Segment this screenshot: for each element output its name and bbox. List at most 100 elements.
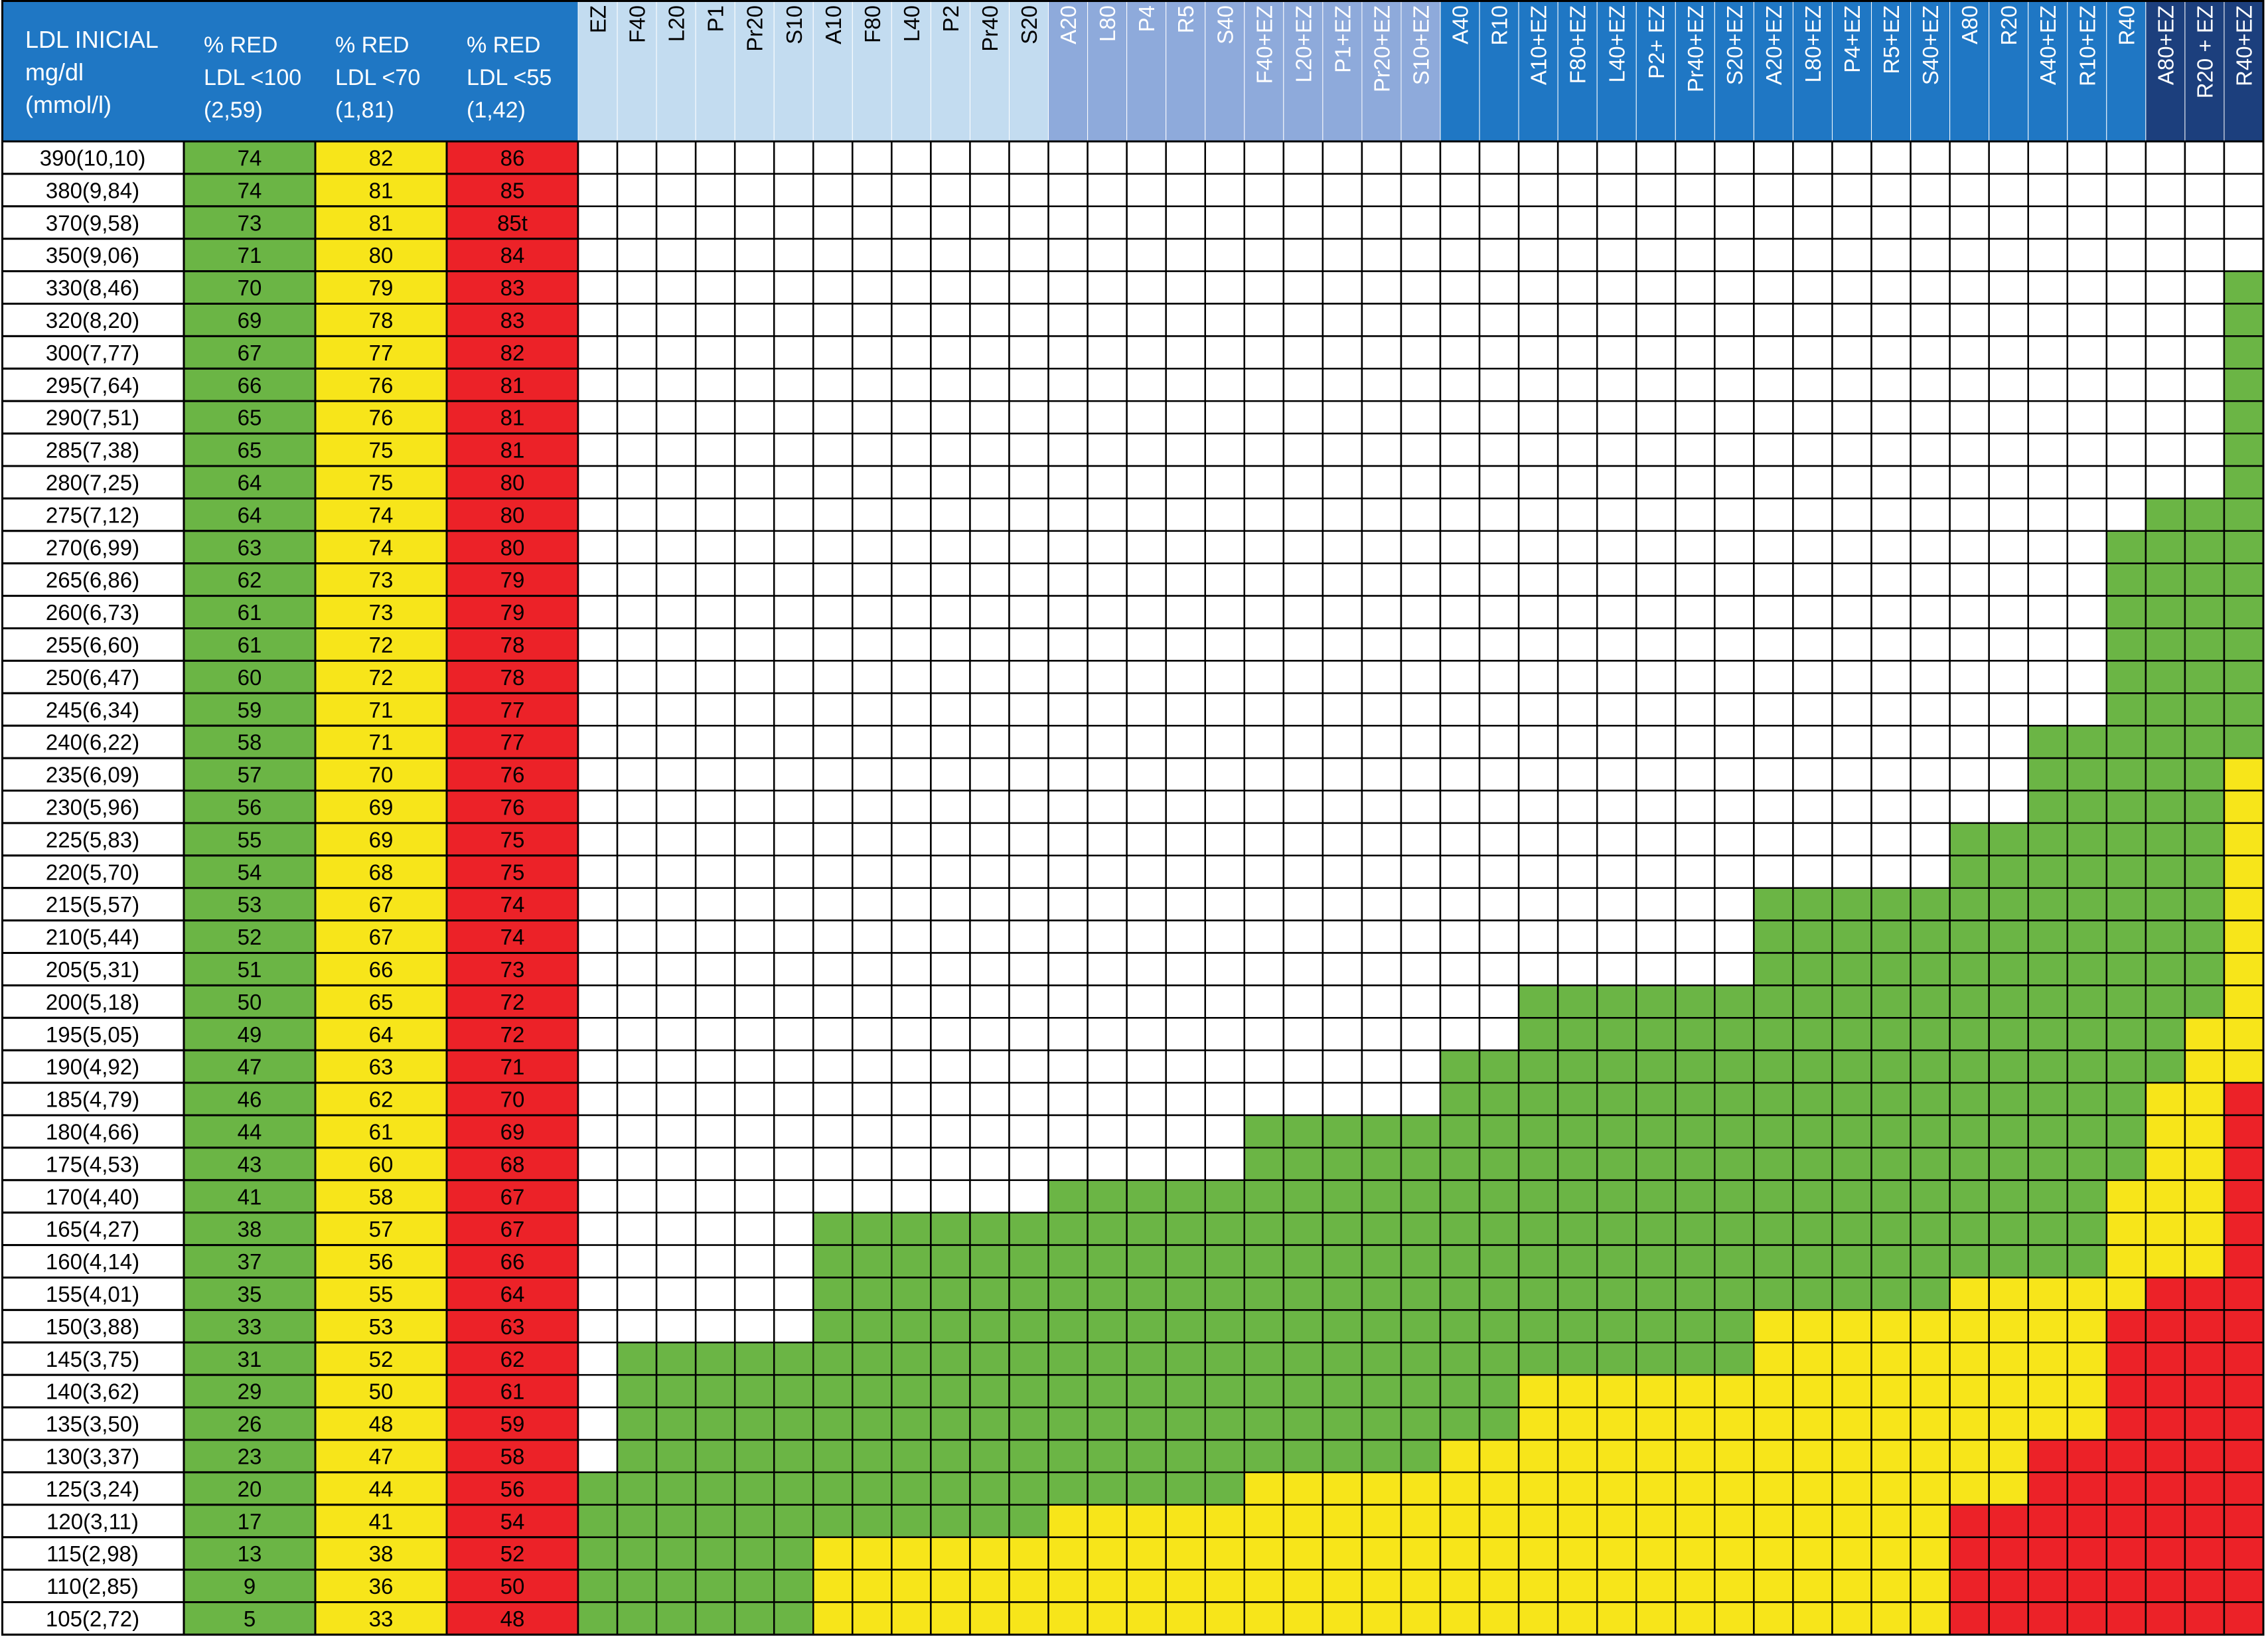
- grid-cell: [1439, 919, 1481, 954]
- grid-cell: [1478, 1601, 1520, 1636]
- grid-cell: [969, 1017, 1010, 1052]
- grid-cell: [1753, 789, 1794, 824]
- grid-cell: [930, 1373, 971, 1409]
- grid-cell: [616, 1471, 658, 1506]
- grid-cell: [1478, 952, 1520, 986]
- treatment-label-6: A10: [821, 5, 846, 44]
- grid-cell: [1282, 1309, 1324, 1344]
- treatment-label-4: Pr20: [743, 5, 767, 52]
- grid-cell: [1282, 1536, 1324, 1571]
- grid-cell: [1675, 919, 1716, 954]
- grid-cell: [1517, 173, 1559, 208]
- grid-cell: [2105, 497, 2147, 532]
- grid-cell: [1556, 627, 1598, 662]
- grid-cell: [694, 562, 736, 597]
- grid-cell: [1910, 952, 1951, 986]
- grid-cell: [969, 1504, 1010, 1538]
- ldl-cell: [1, 627, 185, 662]
- grid-cell: [969, 984, 1010, 1019]
- grid-cell: [1047, 173, 1089, 208]
- grid-cell: [655, 724, 697, 759]
- grid-cell: [616, 1049, 658, 1084]
- grid-cell: [1047, 1504, 1089, 1538]
- grid-cell: [655, 1146, 697, 1182]
- grid-cell: [1400, 1471, 1442, 1506]
- grid-cell: [2066, 1277, 2108, 1311]
- grid-cell: [1675, 1536, 1716, 1571]
- grid-cell: [1243, 1179, 1285, 1213]
- grid-cell: [2223, 1017, 2265, 1052]
- grid-cell: [1047, 1244, 1089, 1279]
- grid-cell: [2105, 270, 2147, 305]
- grid-cell: [852, 368, 893, 402]
- red100-value: 33: [238, 1314, 262, 1339]
- grid-cell: [616, 1146, 658, 1182]
- grid-cell: [2223, 789, 2265, 824]
- red70-value: 71: [369, 698, 394, 722]
- grid-cell: [2027, 724, 2069, 759]
- grid-cell: [1910, 1373, 1951, 1409]
- grid-cell: [1478, 1244, 1520, 1279]
- grid-cell: [1831, 692, 1872, 727]
- grid-cell: [2105, 1114, 2147, 1149]
- red70-value: 76: [369, 373, 394, 398]
- grid-cell: [1439, 724, 1481, 759]
- red55-value: 69: [500, 1119, 525, 1144]
- grid-cell: [577, 1504, 619, 1538]
- grid-cell: [1047, 1439, 1089, 1474]
- grid-cell: [1126, 1309, 1167, 1344]
- red70-value: 53: [369, 1314, 394, 1339]
- grid-cell: [1322, 562, 1363, 597]
- ldl-value: 320(8,20): [46, 308, 139, 333]
- treatment-header-15: [1166, 0, 1206, 142]
- grid-cell: [969, 1277, 1010, 1311]
- grid-cell: [694, 627, 736, 662]
- grid-cell: [1087, 919, 1128, 954]
- grid-cell: [812, 1049, 854, 1084]
- grid-cell: [655, 1277, 697, 1311]
- grid-cell: [577, 1146, 619, 1182]
- grid-cell: [1400, 724, 1442, 759]
- red55-cell: [445, 1049, 579, 1084]
- grid-cell: [1008, 1017, 1049, 1052]
- grid-cell: [694, 1342, 736, 1376]
- grid-cell: [1517, 1471, 1559, 1506]
- grid-cell: [2027, 465, 2069, 500]
- grid-cell: [1322, 1569, 1363, 1603]
- grid-cell: [2184, 1017, 2226, 1052]
- red70-value: 72: [369, 665, 394, 690]
- grid-cell: [1870, 465, 1912, 500]
- red70-cell: [314, 757, 448, 792]
- grid-cell: [2184, 497, 2226, 532]
- grid-cell: [1008, 822, 1049, 857]
- red55-value: 67: [500, 1184, 525, 1209]
- grid-cell: [852, 919, 893, 954]
- grid-cell: [2223, 1536, 2265, 1571]
- grid-cell: [1439, 1569, 1481, 1603]
- grid-cell: [2223, 1373, 2265, 1409]
- red70-value: 41: [369, 1509, 394, 1533]
- grid-cell: [1556, 1471, 1598, 1506]
- grid-cell: [1439, 303, 1481, 337]
- grid-cell: [577, 660, 619, 694]
- grid-cell: [2223, 822, 2265, 857]
- grid-cell: [1517, 1601, 1559, 1636]
- grid-cell: [694, 335, 736, 370]
- grid-cell: [1714, 140, 1755, 175]
- grid-cell: [1322, 400, 1363, 435]
- grid-cell: [1478, 854, 1520, 889]
- grid-cell: [891, 1342, 932, 1376]
- red55-cell: [445, 1016, 579, 1052]
- grid-cell: [1596, 530, 1637, 564]
- grid-cell: [1361, 562, 1402, 597]
- grid-cell: [891, 1471, 932, 1506]
- grid-cell: [1282, 854, 1324, 889]
- grid-cell: [2027, 789, 2069, 824]
- grid-cell: [1517, 303, 1559, 337]
- grid-cell: [1243, 1601, 1285, 1636]
- grid-cell: [1949, 1373, 1990, 1409]
- grid-cell: [1087, 1342, 1128, 1376]
- grid-cell: [1949, 1471, 1990, 1506]
- grid-cell: [2184, 595, 2226, 629]
- grid-cell: [1910, 919, 1951, 954]
